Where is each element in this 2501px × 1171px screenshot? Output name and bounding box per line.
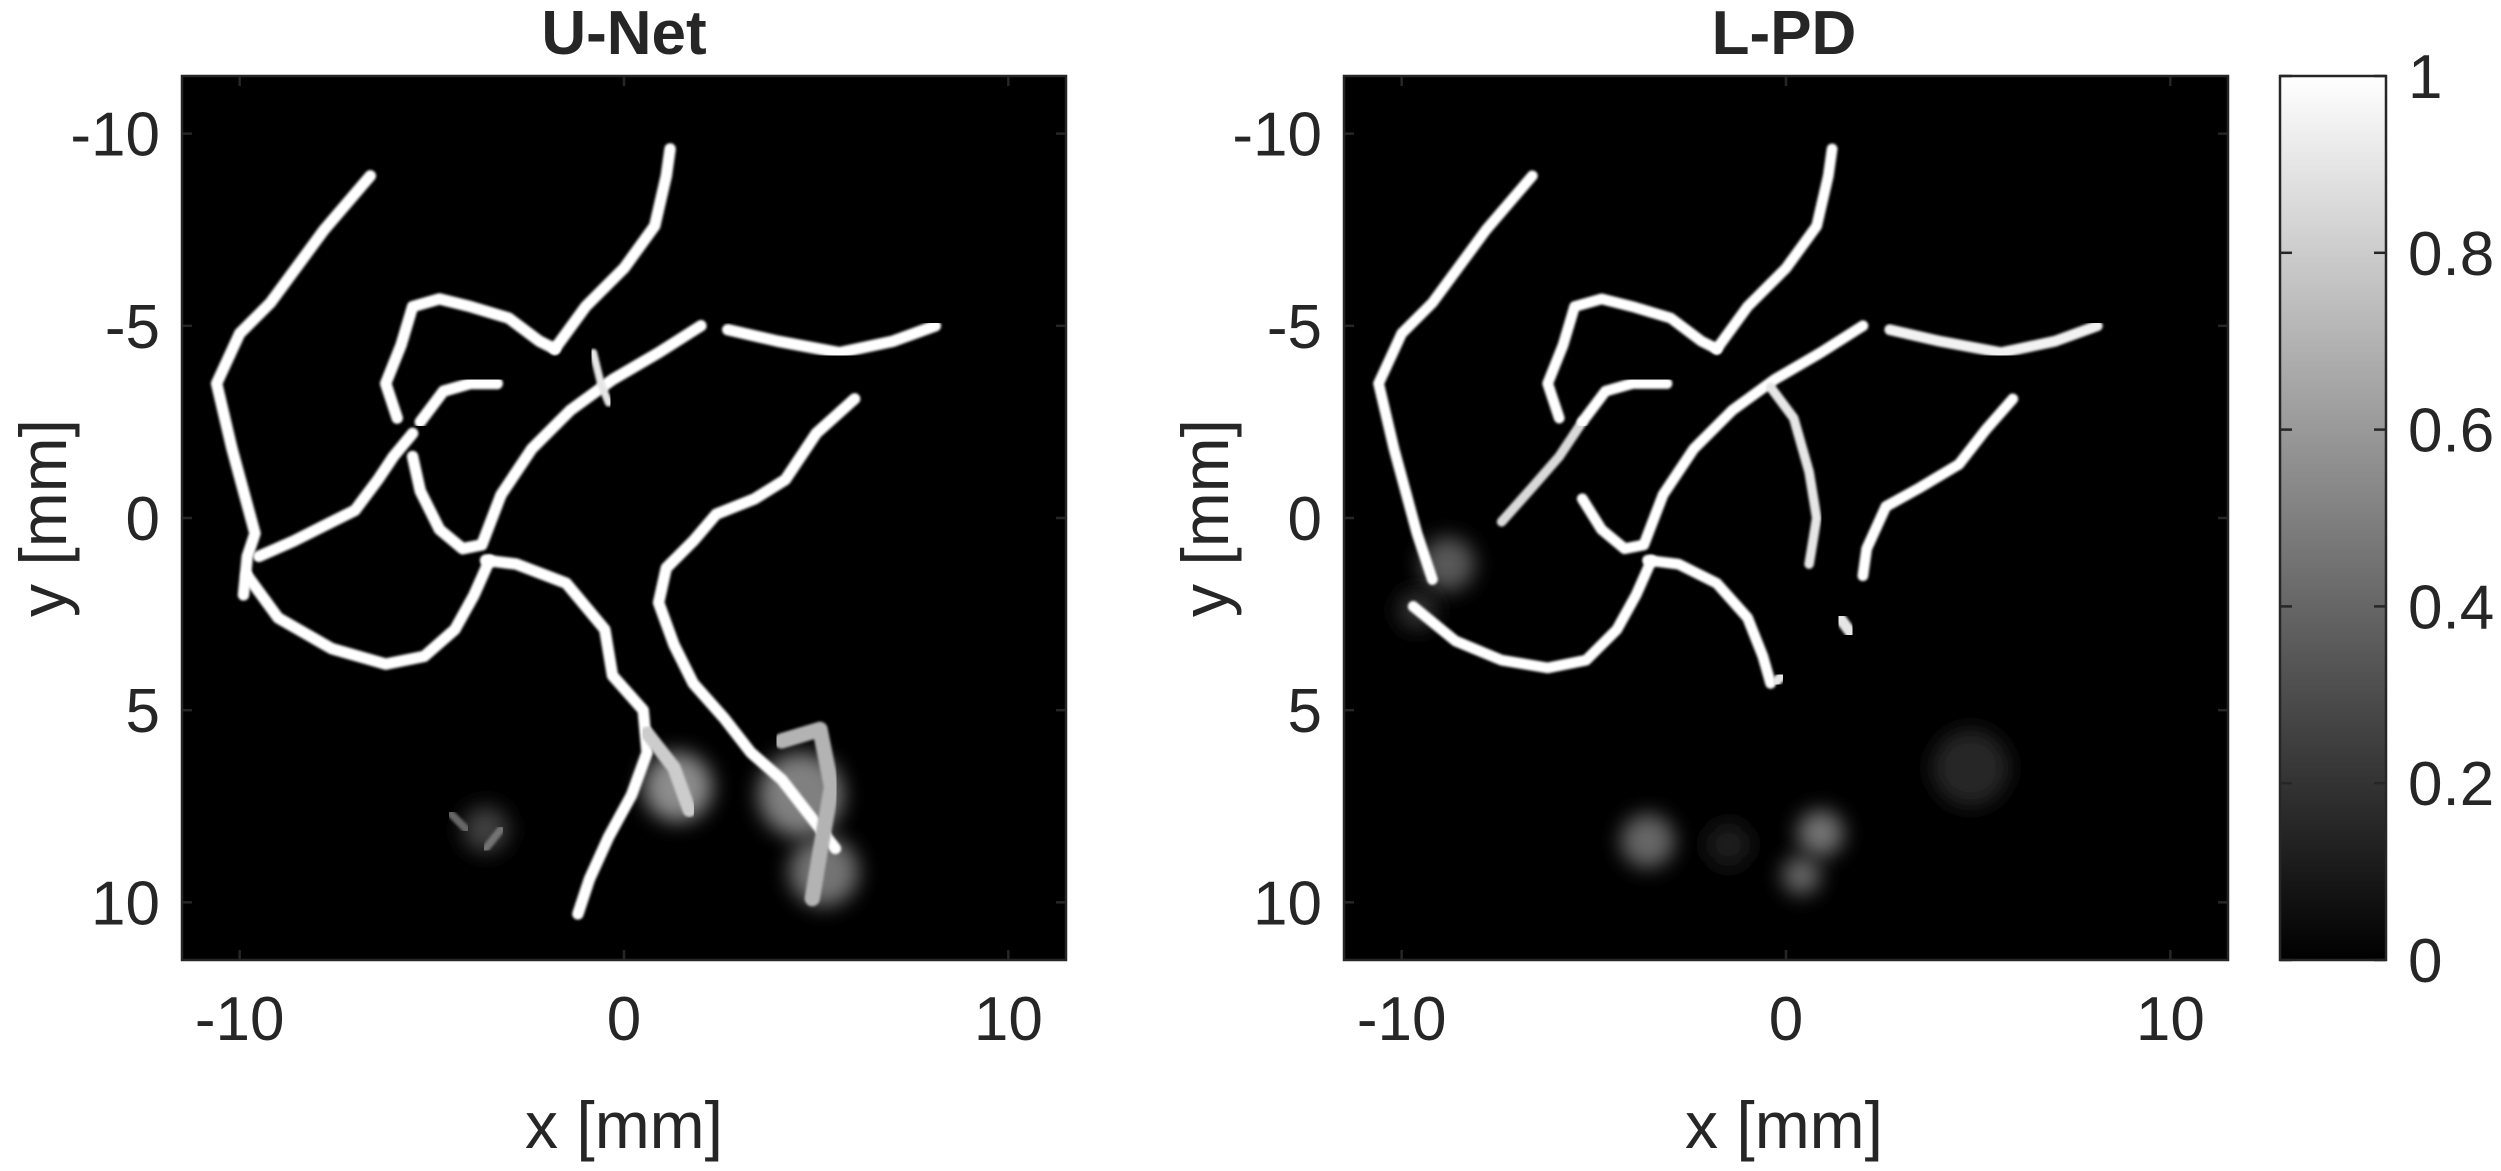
- vessel-9: [722, 320, 942, 359]
- vessel-1: [253, 427, 419, 563]
- artifact-blob-3: [1782, 856, 1821, 895]
- artifact-blob-2: [1797, 810, 1844, 857]
- vessel-6: [1542, 293, 1723, 424]
- artifact-blob-1: [1620, 813, 1675, 868]
- vessel-4: [1496, 417, 1588, 527]
- x-tick-label: -10: [1357, 985, 1447, 1054]
- y-tick-label: 10: [91, 869, 160, 938]
- vessel-7: [1711, 143, 1838, 355]
- vessel-1: [1407, 554, 1657, 674]
- vessel-4: [406, 320, 707, 555]
- colorbar-tick-label: 0.8: [2408, 220, 2494, 289]
- vessel-map-lpd: [1373, 143, 2103, 895]
- y-axis-label-unet: y [mm]: [6, 419, 80, 617]
- lpd-panel: L-PD -10 0 10 -10 -5 0 5 10 x [mm] y [mm]: [1168, 0, 2230, 1162]
- artifact-blob-5: [1705, 821, 1752, 868]
- vessel-3: [1576, 320, 1869, 555]
- vessel-2: [241, 554, 496, 670]
- vessel-9: [1884, 320, 2103, 359]
- x-tick-label: 0: [1769, 985, 1803, 1054]
- vessel-5: [414, 377, 503, 428]
- vessel-8: [589, 348, 613, 407]
- y-tick-label: -10: [1232, 101, 1322, 170]
- vessel-8: [1765, 382, 1822, 569]
- x-tick-label: 10: [2136, 985, 2205, 1054]
- vessel-10: [652, 393, 861, 855]
- y-tick-label: 5: [126, 677, 160, 746]
- panel-title-unet: U-Net: [541, 0, 706, 68]
- panel-title-lpd: L-PD: [1712, 0, 1857, 68]
- image-area-unet: [182, 76, 1066, 960]
- x-axis-label-lpd: x [mm]: [1685, 1088, 1883, 1162]
- artifact-blob-4: [1932, 729, 2009, 807]
- y-tick-label: 0: [126, 485, 160, 554]
- x-axis-label-unet: x [mm]: [525, 1088, 723, 1162]
- y-tick-label: 5: [1288, 677, 1322, 746]
- colorbar-gradient: [2278, 74, 2388, 962]
- x-tick-label: -10: [195, 985, 285, 1054]
- vessel-12: [1769, 670, 1787, 689]
- vessel-0: [1373, 170, 1538, 585]
- x-tick-label: 10: [974, 985, 1043, 1054]
- vessel-7: [549, 143, 676, 355]
- y-tick-label: 10: [1253, 869, 1322, 938]
- vessel-11: [640, 726, 697, 817]
- colorbar-tick-label: 0.4: [2408, 573, 2494, 642]
- x-tick-label: 0: [607, 985, 641, 1054]
- unet-panel: U-Net -10 0 10 -10 -5 0 5 10 x [mm] y [mm]: [6, 0, 1068, 1162]
- y-tick-label: -5: [1267, 293, 1322, 362]
- vessel-13: [481, 825, 505, 853]
- colorbar-tick-label: 0: [2408, 927, 2442, 996]
- colorbar-tick-label: 1: [2408, 43, 2442, 112]
- ticks-lpd: -10 0 10 -10 -5 0 5 10: [1232, 76, 2228, 1054]
- artifact-blob-3: [462, 806, 509, 853]
- y-tick-label: 0: [1288, 485, 1322, 554]
- image-area-lpd: [1344, 76, 2228, 960]
- y-tick-label: -5: [105, 293, 160, 362]
- vessel-11: [1834, 612, 1858, 640]
- vessel-3: [479, 554, 653, 920]
- colorbar-ticks: 0 0.2 0.4 0.6 0.8 1: [2280, 43, 2494, 996]
- colorbar-tick-label: 0.2: [2408, 750, 2494, 819]
- colorbar: 0 0.2 0.4 0.6 0.8 1: [2278, 43, 2494, 996]
- vessel-0: [210, 170, 377, 601]
- vessel-2: [1642, 554, 1776, 689]
- y-axis-label-lpd: y [mm]: [1168, 419, 1242, 617]
- colorbar-tick-label: 0.6: [2408, 397, 2494, 466]
- ticks-unet: -10 0 10 -10 -5 0 5 10: [70, 76, 1066, 1054]
- vessel-6: [379, 293, 561, 424]
- y-tick-label: -10: [70, 101, 160, 170]
- vessel-map-unet: [210, 143, 942, 920]
- vessel-10: [1857, 393, 2019, 582]
- vessel-5: [1576, 378, 1673, 428]
- vessel-12: [773, 721, 840, 907]
- vessel-14: [447, 810, 471, 834]
